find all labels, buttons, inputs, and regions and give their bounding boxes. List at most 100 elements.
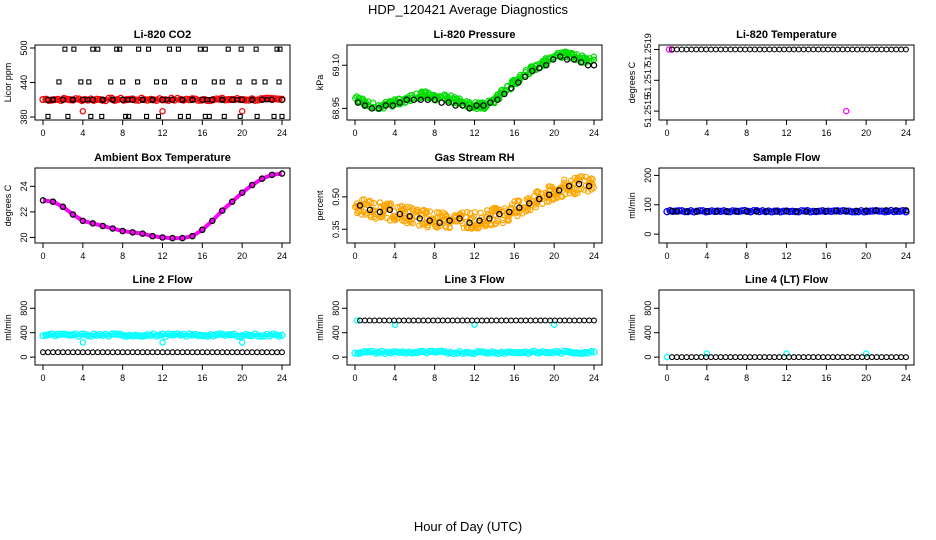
data-point [365, 198, 373, 206]
y-axis-label: kPa [315, 75, 325, 91]
y-tick-label: 69.10 [331, 54, 341, 77]
data-point [494, 96, 501, 104]
data-point [396, 317, 402, 324]
data-point [561, 317, 568, 324]
data-point [535, 195, 543, 203]
data-point [221, 113, 227, 119]
data-point [795, 354, 802, 361]
data-point [753, 208, 760, 215]
x-tick-label: 24 [277, 128, 287, 138]
data-point [49, 96, 57, 104]
data-point [574, 190, 581, 197]
data-point [815, 46, 822, 53]
y-tick-label: 0.50 [331, 188, 341, 206]
plot-frame [34, 289, 291, 366]
x-tick-label: 4 [392, 128, 397, 138]
data-point [515, 79, 522, 86]
x-tick-label: 0 [40, 251, 45, 261]
data-point [278, 96, 286, 104]
x-tick-label: 4 [392, 251, 397, 261]
data-point [517, 317, 524, 324]
x-tick-label: 16 [821, 251, 831, 261]
data-point [883, 46, 890, 53]
y-tick-label: 800 [643, 301, 653, 316]
data-point [159, 339, 166, 346]
data-point [766, 46, 773, 53]
data-point [381, 317, 388, 324]
data-point [571, 190, 579, 197]
data-point [552, 191, 559, 199]
data-point [561, 191, 569, 198]
data-point [893, 46, 900, 53]
y-axis-label: degrees C [3, 184, 13, 226]
data-point [693, 208, 701, 215]
y-tick-label: 400 [19, 325, 29, 340]
data-point [238, 339, 246, 346]
plot-data [39, 170, 286, 242]
data-point [783, 207, 790, 215]
data-point [526, 200, 533, 207]
data-point [570, 56, 578, 63]
panel-title: Li-820 Pressure [434, 29, 516, 41]
data-point [410, 317, 417, 324]
plot-data [351, 317, 598, 358]
x-tick-label: 0 [352, 373, 357, 383]
data-point [445, 99, 452, 106]
x-tick-label: 4 [704, 251, 709, 261]
data-point [109, 96, 116, 104]
data-point [225, 46, 231, 52]
x-tick-label: 12 [781, 373, 791, 383]
data-point [582, 54, 589, 62]
x-tick-label: 8 [744, 128, 749, 138]
data-point [513, 317, 519, 324]
data-point [251, 79, 257, 85]
data-point [849, 354, 856, 361]
x-tick-label: 8 [744, 251, 749, 261]
x-tick-label: 0 [40, 128, 45, 138]
data-point [405, 317, 412, 324]
data-point [747, 354, 753, 361]
data-point [834, 354, 841, 361]
data-point [159, 234, 166, 241]
data-point [59, 349, 66, 356]
data-point [120, 79, 126, 85]
y-tick-label: 68.95 [331, 97, 341, 120]
x-tick-label: 4 [704, 128, 709, 138]
data-point [584, 62, 592, 69]
data-point [451, 212, 458, 219]
data-point [189, 97, 195, 103]
data-point [862, 350, 870, 357]
data-point [663, 353, 671, 361]
y-tick-label: 380 [19, 109, 29, 124]
data-point [751, 46, 758, 53]
data-point [407, 219, 414, 226]
data-point [139, 230, 146, 237]
plot-data [351, 173, 597, 232]
data-point [432, 222, 439, 230]
figure-xlabel: Hour of Day (UTC) [414, 519, 522, 534]
panel-0: Li-820 CO2 0 4 8 12 16 20 24 380 440 500 Licor ppm [3, 29, 291, 138]
data-point [376, 199, 384, 206]
data-point [547, 317, 554, 324]
data-point [786, 46, 792, 53]
y-tick-label: 0 [643, 355, 653, 360]
panel-title: Li-820 CO2 [134, 29, 191, 41]
x-tick-label: 20 [237, 251, 247, 261]
data-point [565, 187, 573, 194]
data-point [434, 213, 442, 221]
data-point [737, 46, 744, 53]
data-point [109, 349, 116, 356]
y-tick-label: 0 [643, 232, 653, 237]
data-point [94, 349, 101, 356]
data-point [99, 222, 107, 230]
x-tick-label: 20 [549, 373, 559, 383]
data-point [353, 93, 360, 100]
data-point [862, 207, 870, 214]
data-point [717, 354, 724, 361]
y-axis-label: percent [315, 190, 325, 221]
data-point [586, 317, 593, 324]
data-point [62, 46, 68, 52]
data-point [209, 217, 216, 225]
data-point [214, 349, 221, 356]
